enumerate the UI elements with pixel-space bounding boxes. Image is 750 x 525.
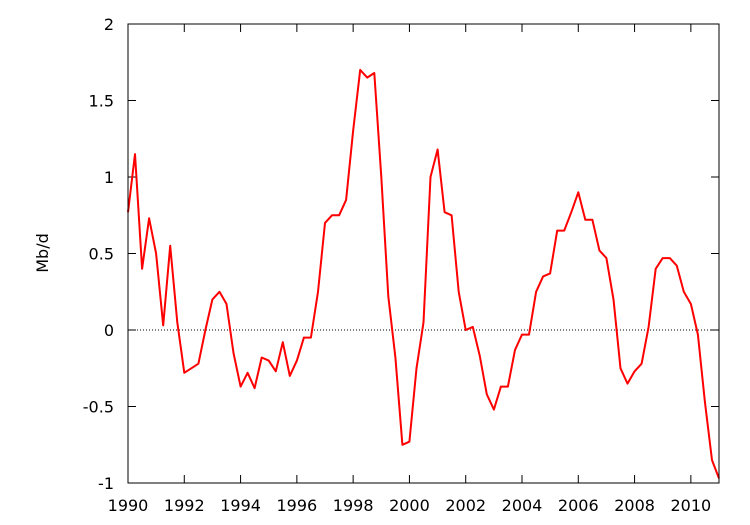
y-axis-title: Mb/d	[33, 233, 52, 273]
x-tick-label: 2010	[670, 496, 711, 515]
x-tick-label: 2000	[389, 496, 430, 515]
x-tick-label: 1996	[276, 496, 317, 515]
x-tick-label: 1994	[220, 496, 261, 515]
x-tick-label: 1990	[108, 496, 149, 515]
x-tick-label: 2006	[558, 496, 599, 515]
y-tick-label: 0	[104, 321, 114, 340]
series-line	[127, 68, 720, 479]
x-tick-label: 2004	[502, 496, 543, 515]
x-tick-label: 1992	[164, 496, 205, 515]
y-tick-label: 0.5	[89, 245, 114, 264]
plot-frame	[127, 23, 720, 484]
y-tick-label: 2	[104, 15, 114, 34]
plot-area: 2 1.5 1 0.5 0 -0.5 -1 1990 1992 1994 1996 1998 2000 2…	[83, 15, 720, 515]
y-tick-label: 1.5	[89, 92, 114, 111]
x-tick-label: 2002	[445, 496, 486, 515]
y-tick-label: -1	[98, 474, 114, 493]
x-tick-label: 1998	[333, 496, 374, 515]
y-tick-label: 1	[104, 168, 114, 187]
x-tick-label: 2008	[614, 496, 655, 515]
y-tick-label: -0.5	[83, 398, 114, 417]
